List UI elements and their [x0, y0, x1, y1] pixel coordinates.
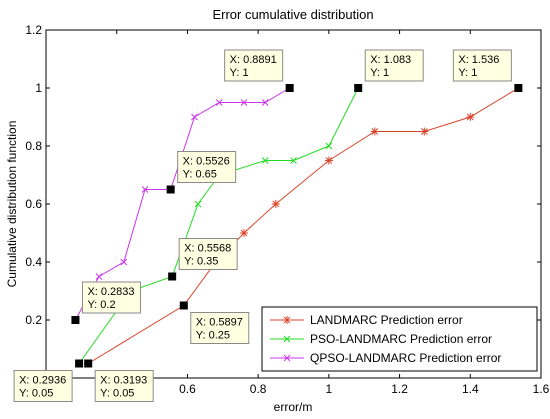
legend-swatch-marker — [283, 316, 291, 324]
datatip-box — [177, 151, 237, 183]
x-tick-label: 1 — [326, 382, 333, 396]
datatip-box — [190, 312, 250, 344]
data-point — [271, 200, 280, 208]
datatip-box — [224, 49, 284, 82]
datatip-x-text: X: 0.8891 — [230, 54, 277, 66]
datatip-marker — [179, 301, 188, 310]
legend-item-3: QPSO-LANDMARC Prediction error — [270, 351, 501, 365]
datatip-box — [81, 281, 141, 314]
data-point — [191, 113, 198, 121]
datatip-box — [13, 370, 73, 402]
x-axis-title: error/m — [274, 400, 313, 414]
x-tick-label: 1.6 — [533, 382, 550, 396]
legend-item-1: LANDMARC Prediction error — [270, 313, 463, 327]
datatip-x-text: X: 1.083 — [370, 54, 411, 66]
datatip-x-text: X: 0.5526 — [183, 156, 230, 168]
legend-label: PSO-LANDMARC Prediction error — [310, 332, 492, 346]
x-tick-label: 0.8 — [250, 382, 267, 396]
legend: LANDMARC Prediction error PSO-LANDMARC Pr… — [261, 306, 538, 372]
data-point — [194, 200, 202, 208]
datatip-box — [364, 49, 424, 82]
datatip-y-text: Y: 1 — [458, 67, 477, 79]
datatip-marker — [84, 359, 93, 368]
datatip-y-text: Y: 0.65 — [183, 169, 217, 181]
y-tick-label: 0.4 — [25, 255, 42, 269]
x-tick-label: 0.6 — [179, 382, 196, 396]
legend-swatch-marker — [283, 354, 291, 362]
y-tick-label: 1 — [35, 81, 42, 95]
datatip-marker — [75, 359, 84, 368]
datatip-y-text: Y: 0.05 — [100, 388, 134, 400]
y-tick-label: 0.6 — [25, 197, 42, 211]
data-point — [466, 113, 475, 121]
datatip-x-text: X: 0.5568 — [184, 243, 231, 255]
data-point — [95, 273, 103, 280]
datatip-box — [94, 370, 154, 402]
y-tick-label: 0.2 — [25, 313, 42, 327]
data-point — [141, 186, 149, 193]
y-tick-label: 1.2 — [25, 23, 42, 37]
y-tick-label: 0.8 — [25, 139, 42, 153]
data-point — [240, 229, 248, 237]
y-axis-title: Cumulative distribution function — [5, 121, 19, 288]
datatip-x-text: X: 0.2833 — [87, 286, 134, 298]
legend-label: LANDMARC Prediction error — [310, 313, 463, 327]
datatip-marker — [168, 272, 177, 281]
legend-box — [261, 306, 538, 372]
datatip-y-text: Y: 0.35 — [184, 256, 218, 268]
datatip-box — [178, 238, 238, 270]
legend-item-2: PSO-LANDMARC Prediction error — [270, 332, 492, 346]
data-point — [261, 157, 269, 164]
datatip-x-text: X: 0.2936 — [19, 375, 66, 387]
datatip-marker — [285, 84, 294, 92]
datatip-marker — [71, 316, 80, 324]
legend-swatch-marker — [283, 335, 291, 343]
data-point — [215, 99, 223, 106]
series-line-1 — [87, 87, 519, 364]
datatip-y-text: Y: 1 — [230, 67, 249, 79]
datatip-marker — [514, 84, 523, 92]
datatip-x-text: X: 0.5897 — [196, 317, 243, 329]
datatip-y-text: Y: 1 — [370, 67, 389, 79]
data-point — [324, 156, 333, 165]
x-tick-label: 1.2 — [391, 382, 408, 396]
datatip-y-text: Y: 0.2 — [87, 299, 115, 311]
legend-label: QPSO-LANDMARC Prediction error — [310, 351, 501, 365]
datatip-marker — [354, 84, 363, 92]
data-point — [240, 99, 248, 106]
data-point — [325, 142, 333, 150]
data-point — [370, 127, 379, 136]
datatip-box — [452, 49, 512, 82]
chart-title: Error cumulative distribution — [212, 7, 373, 22]
data-point — [120, 258, 128, 266]
datatip-x-text: X: 0.3193 — [100, 375, 147, 387]
datatip-x-text: X: 1.536 — [458, 54, 499, 66]
x-tick-label: 1.4 — [462, 382, 479, 396]
data-point — [420, 127, 429, 136]
datatip-marker — [166, 185, 175, 194]
data-point — [290, 157, 297, 164]
datatip-y-text: Y: 0.25 — [196, 330, 230, 342]
datatip-y-text: Y: 0.05 — [19, 388, 53, 400]
data-point — [261, 99, 269, 106]
